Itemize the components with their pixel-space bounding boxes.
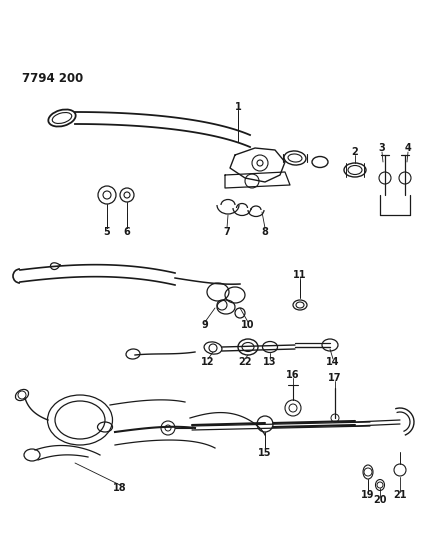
Text: 19: 19: [361, 490, 375, 500]
Text: 17: 17: [328, 373, 342, 383]
Text: 15: 15: [258, 448, 272, 458]
Text: 8: 8: [262, 227, 268, 237]
Text: 14: 14: [326, 357, 340, 367]
Text: 2: 2: [352, 147, 358, 157]
Text: 1: 1: [235, 102, 241, 112]
Text: 7: 7: [223, 227, 230, 237]
Text: 13: 13: [263, 357, 277, 367]
Text: 4: 4: [404, 143, 411, 153]
Text: 10: 10: [241, 320, 255, 330]
Text: 11: 11: [293, 270, 307, 280]
Text: 22: 22: [238, 357, 252, 367]
Text: 3: 3: [379, 143, 385, 153]
Text: 6: 6: [124, 227, 131, 237]
Text: 7794 200: 7794 200: [22, 71, 83, 85]
Text: 21: 21: [393, 490, 407, 500]
Text: 5: 5: [104, 227, 110, 237]
Text: 9: 9: [202, 320, 208, 330]
Text: 18: 18: [113, 483, 127, 493]
Text: 16: 16: [286, 370, 300, 380]
Text: 20: 20: [373, 495, 387, 505]
Text: 12: 12: [201, 357, 215, 367]
